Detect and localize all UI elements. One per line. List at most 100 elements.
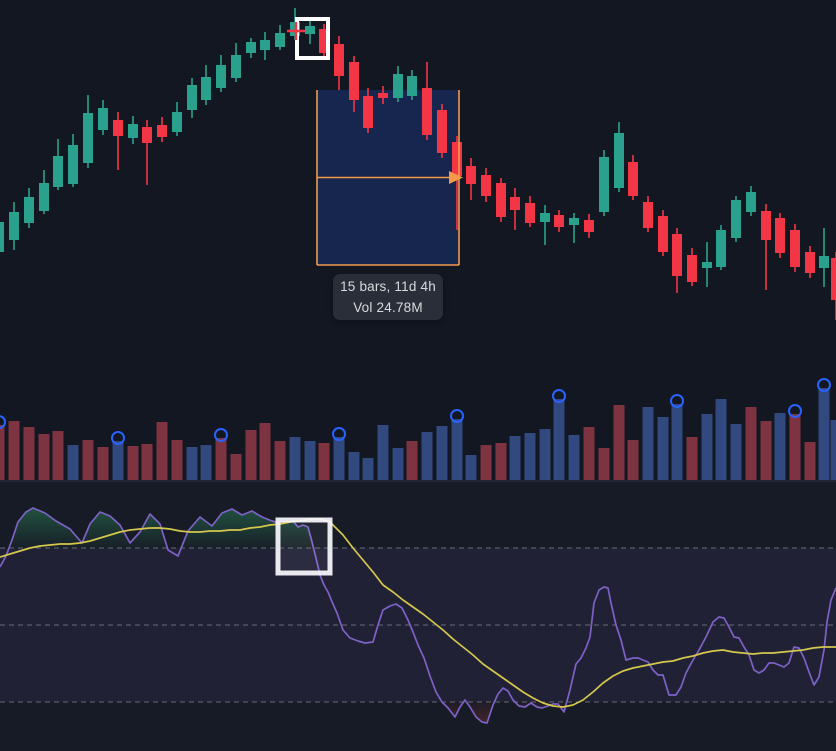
volume-bar <box>830 420 836 480</box>
volume-bar <box>421 432 433 480</box>
volume-bar <box>362 458 374 480</box>
volume-bar <box>200 445 212 480</box>
candle <box>569 213 579 243</box>
volume-bar <box>304 441 316 480</box>
candle <box>334 36 344 90</box>
candle <box>349 56 359 112</box>
volume-bar <box>406 441 418 480</box>
volume-bar <box>568 435 580 480</box>
candle <box>246 38 256 58</box>
volume-bar <box>524 433 536 480</box>
volume-bar <box>686 437 698 480</box>
volume-bar <box>171 440 183 480</box>
rsi-ma-line <box>0 518 836 708</box>
crosshair-marker <box>287 22 305 40</box>
measure-tooltip: 15 bars, 11d 4h Vol 24.78M <box>333 274 443 320</box>
candle <box>172 102 182 136</box>
volume-bar <box>67 445 79 480</box>
volume-bar <box>0 425 5 480</box>
volume-bar <box>97 447 109 480</box>
volume-bar <box>230 454 242 480</box>
volume-bar <box>539 429 551 480</box>
volume-bar <box>613 405 625 480</box>
volume-bar <box>259 423 271 480</box>
volume-bar <box>82 440 94 480</box>
volume-bar <box>789 414 801 480</box>
volume-bar <box>156 422 168 480</box>
candle <box>422 62 432 140</box>
candle <box>187 78 197 118</box>
price-range-tool[interactable] <box>316 90 463 266</box>
candle <box>437 104 447 158</box>
volume-bar <box>318 443 330 480</box>
candle <box>790 224 800 272</box>
volume-bar <box>701 414 713 480</box>
candle <box>157 117 167 142</box>
candle <box>658 210 668 256</box>
price-pane <box>0 8 836 320</box>
volume-bar <box>186 447 198 480</box>
rsi-line <box>0 507 836 724</box>
highlight-box-oscillator[interactable] <box>275 517 333 576</box>
volume-bar <box>245 430 257 480</box>
candle <box>305 18 315 44</box>
volume-marker-circle-icon <box>332 427 346 441</box>
volume-bar <box>377 425 389 480</box>
candle <box>481 168 491 202</box>
candle <box>407 70 417 100</box>
volume-bar <box>112 441 124 480</box>
volume-bar <box>804 442 816 480</box>
candle <box>378 86 388 104</box>
candle <box>672 228 682 293</box>
volume-bar <box>141 444 153 480</box>
volume-bar <box>774 413 786 480</box>
volume-bar <box>657 417 669 480</box>
volume-bar <box>289 437 301 480</box>
candle <box>702 242 712 287</box>
volume-bar <box>671 404 683 480</box>
volume-marker-circle-icon <box>0 415 6 429</box>
candle <box>393 66 403 102</box>
volume-bar <box>465 455 477 480</box>
volume-marker-circle-icon <box>552 389 566 403</box>
volume-bar <box>642 407 654 480</box>
candle <box>452 136 462 230</box>
volume-bar <box>627 440 639 480</box>
candle <box>599 150 609 216</box>
volume-bar <box>745 407 757 480</box>
volume-bar <box>495 443 507 480</box>
volume-bar <box>215 438 227 480</box>
volume-bar <box>436 426 448 480</box>
candle <box>68 134 78 187</box>
volume-bar <box>818 388 830 480</box>
candle <box>201 65 211 105</box>
volume-bar <box>348 452 360 480</box>
volume-marker-circle-icon <box>214 428 228 442</box>
volume-bar <box>392 448 404 480</box>
volume-bar <box>730 424 742 480</box>
candle <box>24 188 34 228</box>
volume-bar <box>715 399 727 480</box>
candle <box>614 122 624 192</box>
candle <box>113 112 123 170</box>
volume-bar <box>333 437 345 480</box>
measure-arrow-icon <box>449 171 463 184</box>
candle <box>687 248 697 286</box>
volume-bar <box>38 434 50 480</box>
candle <box>260 32 270 60</box>
volume-bar <box>509 436 521 480</box>
oscillator-pane <box>0 507 836 724</box>
candle <box>819 228 829 287</box>
candle <box>540 205 550 245</box>
volume-bar <box>760 421 772 480</box>
volume-bar <box>451 419 463 480</box>
candle <box>643 196 653 232</box>
oscillator-pane-background <box>0 482 836 751</box>
candle <box>554 210 564 232</box>
volume-bar <box>480 445 492 480</box>
candle <box>761 204 771 290</box>
candle <box>98 100 108 135</box>
